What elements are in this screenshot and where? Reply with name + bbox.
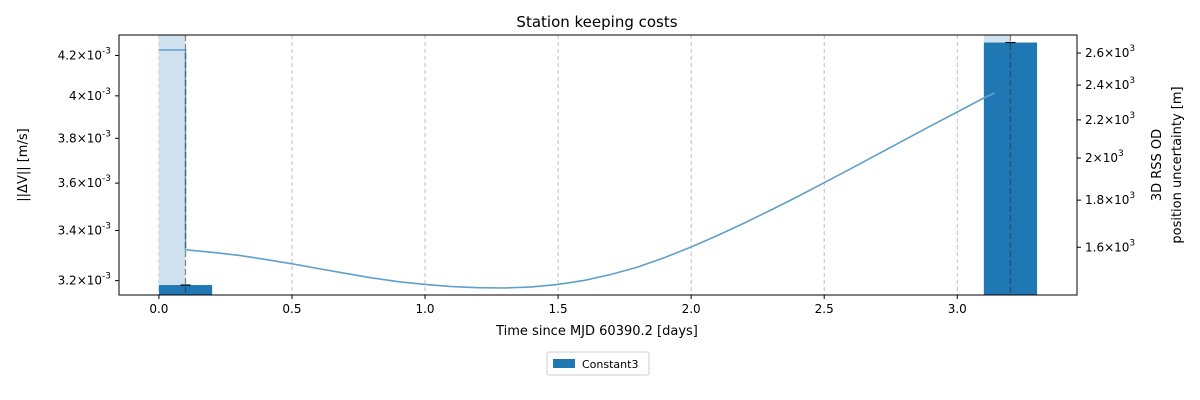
y-right-axis-label-line-1: 3D RSS OD (1150, 129, 1165, 201)
y-tick-label: 4×10-3 (69, 87, 111, 103)
y-axis-ticks: 3.2×10-3 3.4×10-3 3.6×10-3 3.8×10-3 4×10-3 4.… (58, 46, 119, 288)
y-tick-label: 3.8×10-3 (58, 129, 111, 145)
x-tick-label: 0.0 (149, 302, 168, 316)
y-tick-label: 3.2×10-3 (58, 272, 111, 288)
uncertainty-line (158, 49, 995, 289)
bar-markers (180, 35, 1016, 295)
chart-title: Station keeping costs (516, 13, 677, 31)
x-tick-label: 0.5 (282, 302, 301, 316)
x-axis-ticks: 0.0 0.5 1.0 1.5 2.0 2.5 3.0 (149, 295, 967, 316)
y-right-axis-label-line-2: position uncertainty [m] (1170, 86, 1185, 243)
plot-frame (118, 34, 1078, 296)
x-tick-label: 2.5 (815, 302, 834, 316)
legend-label: Constant3 (582, 358, 638, 371)
y-right-tick-label: 1.8×103 (1085, 191, 1135, 207)
y-right-axis-label: 3D RSS OD position uncertainty [m] (1150, 86, 1185, 243)
y-right-tick-label: 2.2×103 (1085, 111, 1135, 127)
shaded-spans (158, 35, 1011, 295)
shaded-span (158, 35, 186, 295)
y-right-tick-label: 2.4×103 (1085, 76, 1135, 92)
bars (158, 42, 1038, 295)
x-tick-label: 3.0 (948, 302, 967, 316)
legend: Constant3 (546, 351, 650, 376)
y-tick-label: 3.4×10-3 (58, 221, 111, 237)
y-right-tick-label: 2×103 (1085, 149, 1124, 165)
uncertainty-line-layer (158, 49, 995, 289)
y-right-tick-label: 2.6×103 (1085, 44, 1135, 60)
x-tick-label: 1.0 (415, 302, 434, 316)
y-right-axis-ticks: 1.6×103 1.8×103 2×103 2.2×103 2.4×103 2.6×103 (1077, 44, 1135, 254)
y-right-tick-label: 1.6×103 (1085, 238, 1135, 254)
y-tick-label: 4.2×10-3 (58, 46, 111, 62)
x-tick-label: 2.0 (682, 302, 701, 316)
x-tick-label: 1.5 (549, 302, 568, 316)
y-axis-label: ||ΔV|| [m/s] (16, 128, 31, 201)
x-axis-label: Time since MJD 60390.2 [days] (495, 324, 698, 339)
legend-swatch (553, 359, 575, 368)
legend-box (546, 351, 650, 376)
x-grid (158, 35, 958, 295)
y-tick-label: 3.6×10-3 (58, 174, 111, 190)
